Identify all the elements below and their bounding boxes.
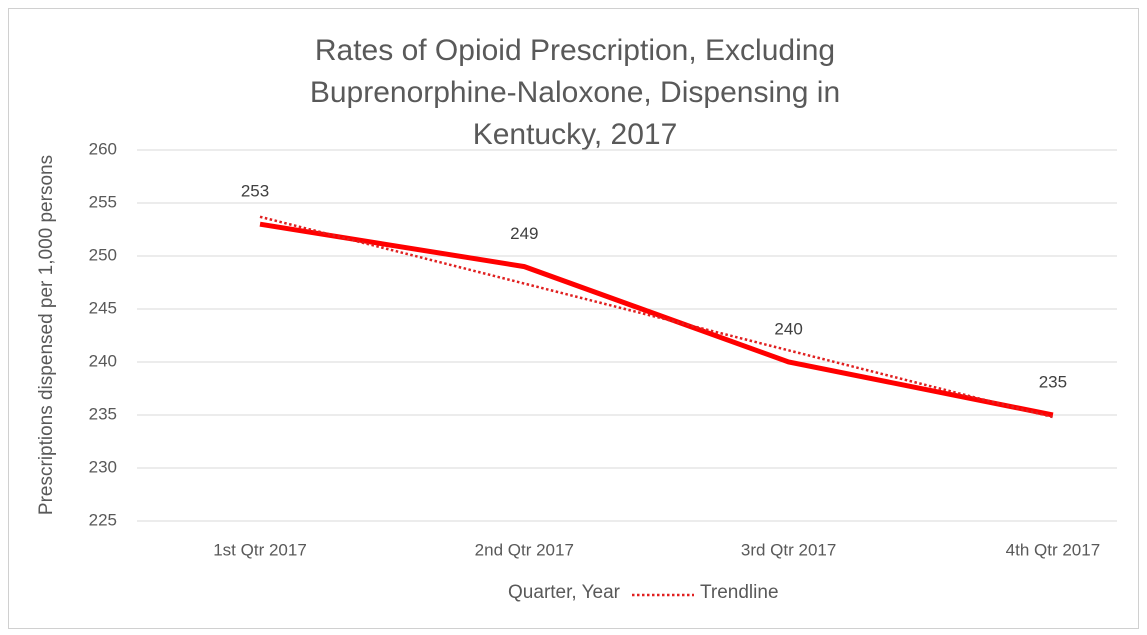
y-tick-label: 255 <box>89 192 117 211</box>
data-label: 249 <box>510 224 538 243</box>
data-label: 253 <box>241 182 269 201</box>
x-tick-label: 1st Qtr 2017 <box>213 540 307 559</box>
y-tick-label: 240 <box>89 351 117 370</box>
data-line <box>259 221 1054 418</box>
data-label: 240 <box>774 319 802 338</box>
data-label: 235 <box>1039 372 1067 391</box>
y-tick-label: 235 <box>89 404 117 423</box>
y-axis-title: Prescriptions dispensed per 1,000 person… <box>36 155 57 515</box>
y-tick-label: 230 <box>89 457 117 476</box>
y-tick-label: 250 <box>89 245 117 264</box>
x-tick-label: 2nd Qtr 2017 <box>475 540 574 559</box>
x-tick-label: 4th Qtr 2017 <box>1006 540 1101 559</box>
chart-frame <box>8 8 1139 629</box>
legend-label: Trendline <box>700 582 779 603</box>
y-tick-label: 225 <box>89 510 117 529</box>
trendline <box>259 215 1054 419</box>
y-tick-label: 260 <box>89 139 117 158</box>
x-tick-label: 3rd Qtr 2017 <box>741 540 836 559</box>
x-axis-title: Quarter, Year <box>508 582 621 603</box>
y-tick-label: 245 <box>89 298 117 317</box>
chart-title: Rates of Opioid Prescription, Excluding … <box>309 34 841 151</box>
